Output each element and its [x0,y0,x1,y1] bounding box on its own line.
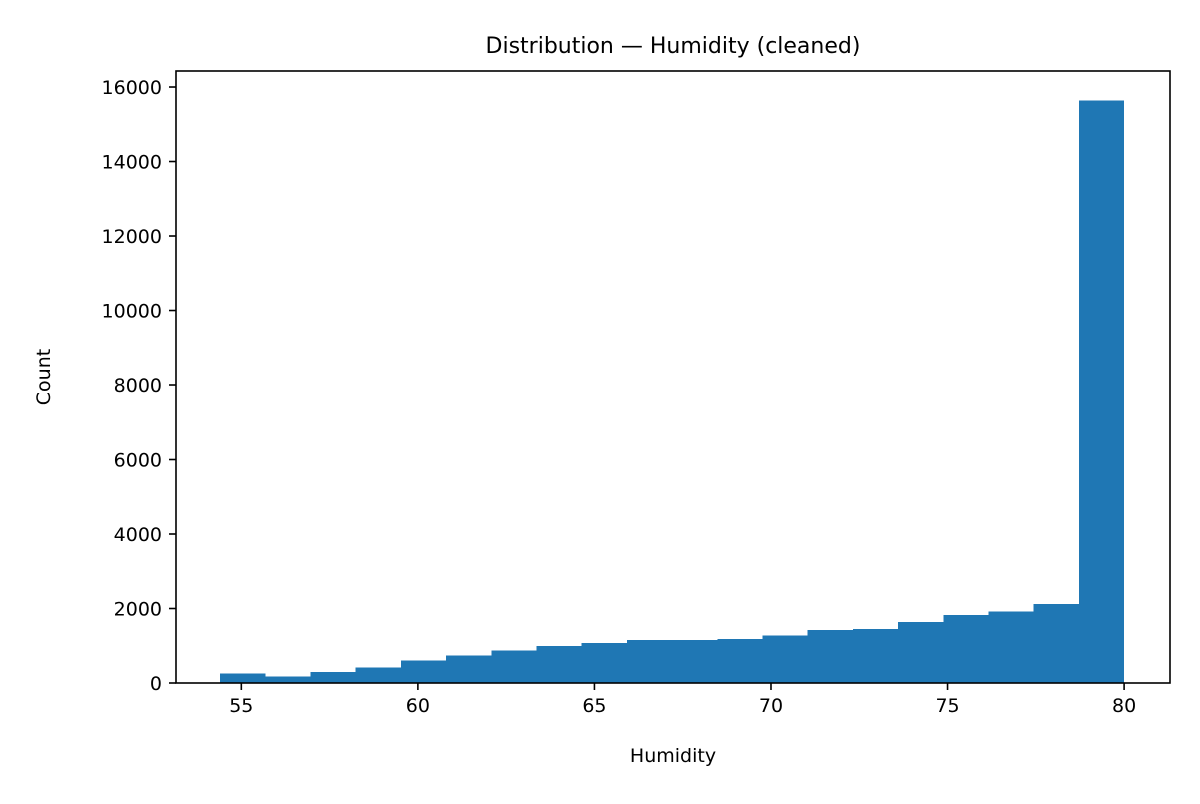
plot-frame [175,70,1171,684]
x-axis-label: Humidity [630,745,716,767]
histogram-bar [852,628,899,683]
x-tick-label: 55 [229,695,253,717]
y-tick-label: 4000 [114,524,162,546]
histogram-bar [446,655,492,683]
x-tick-label: 70 [759,695,783,717]
histogram-bar [1033,604,1079,683]
histogram-bar [807,630,853,683]
histogram-bar [581,643,627,683]
histogram-bar [717,639,763,683]
y-axis-label: Count [33,349,55,405]
x-tick-label: 75 [935,695,959,717]
histogram-bar [672,640,718,683]
histogram-bar [220,673,266,683]
y-tick-label: 14000 [102,152,162,174]
y-axis-ticks: 0 2000 4000 6000 8000 10000 12000 14000 16000 [102,77,176,695]
histogram-bar [762,635,808,683]
histogram-bar [943,614,989,683]
x-axis-ticks: 55 60 65 70 75 80 [229,683,1136,717]
histogram-bar [626,640,673,683]
histogram-bar [310,672,356,683]
histogram-bars [220,100,1125,684]
histogram-bar [536,646,582,683]
x-tick-label: 60 [406,695,430,717]
y-tick-label: 6000 [114,450,162,472]
histogram-bar [1078,100,1125,684]
y-tick-label: 2000 [114,599,162,621]
histogram-bar [355,667,401,683]
x-tick-label: 65 [582,695,606,717]
histogram-bar [988,611,1034,683]
chart-title: Distribution — Humidity (cleaned) [486,34,861,59]
histogram-bar [491,650,537,683]
y-tick-label: 8000 [114,375,162,397]
y-tick-label: 16000 [102,77,162,99]
histogram-bar [265,676,311,683]
y-tick-label: 10000 [102,301,162,323]
y-tick-label: 0 [150,673,162,695]
x-tick-label: 80 [1112,695,1136,717]
y-tick-label: 12000 [102,226,162,248]
histogram-bar [898,621,944,683]
histogram-bar [400,660,447,683]
